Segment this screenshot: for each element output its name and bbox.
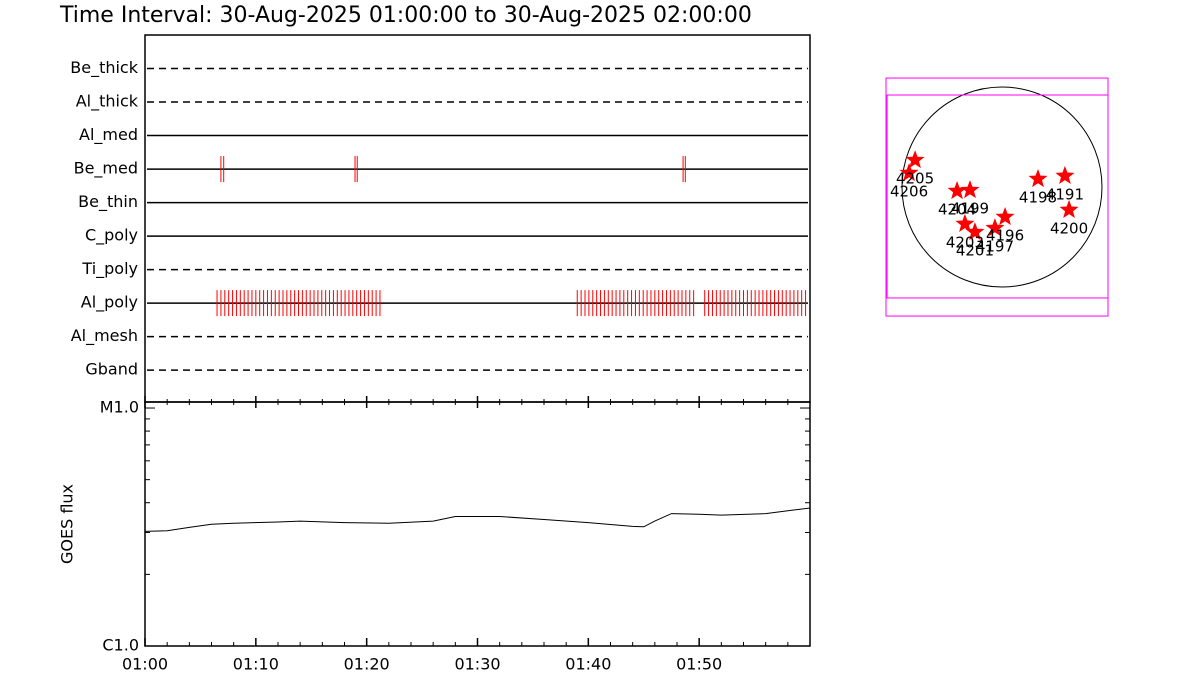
ar-label: 4198 [1019, 189, 1057, 207]
active-region [1028, 169, 1048, 188]
active-region [905, 150, 925, 169]
x-tick-label: 01:50 [676, 655, 722, 674]
panel-frame [144, 34, 811, 403]
x-tick-label: 01:00 [122, 655, 168, 674]
active-region [985, 218, 1005, 237]
x-tick-label: 01:30 [454, 655, 500, 674]
row-label: Be_thick [70, 58, 138, 78]
active-region [1059, 199, 1079, 218]
active-region [960, 180, 980, 199]
panel-frame [144, 401, 811, 647]
title: Time Interval: 30-Aug-2025 01:00:00 to 3… [59, 3, 752, 28]
y-tick-label: C1.0 [102, 636, 139, 655]
active-region [1055, 165, 1075, 184]
fov-box [886, 94, 1109, 299]
y-tick-label: M1.0 [100, 398, 139, 417]
ar-label: 4199 [951, 200, 989, 218]
row-label: Al_med [79, 125, 138, 145]
ar-label: 4206 [890, 183, 928, 201]
active-region [995, 207, 1015, 226]
ar-label: 4203 [946, 233, 984, 251]
ar-label: 4200 [1050, 219, 1088, 237]
x-tick-label: 01:10 [233, 655, 279, 674]
ar-label: 4204 [938, 201, 976, 219]
y-axis-label: GOES flux [58, 484, 77, 564]
goes-curve [144, 507, 811, 532]
x-tick-label: 01:20 [344, 655, 390, 674]
active-region [955, 213, 975, 232]
active-region [965, 222, 985, 241]
x-tick-label: 01:40 [565, 655, 611, 674]
ar-label: 4196 [986, 227, 1024, 245]
solar-limb [901, 86, 1103, 288]
row-label: Be_med [74, 159, 138, 179]
row-label: Be_thin [78, 192, 138, 212]
ar-label: 4201 [956, 242, 994, 260]
row-label: C_poly [85, 226, 138, 246]
active-region [899, 163, 919, 182]
row-label: Al_thick [76, 92, 139, 112]
row-label: Gband [85, 360, 138, 379]
row-label: Al_mesh [71, 326, 138, 346]
ar-label: 4191 [1046, 185, 1084, 203]
ar-label: 4205 [896, 170, 934, 188]
row-label: Ti_poly [81, 259, 138, 279]
active-region [947, 181, 967, 200]
row-label: Al_poly [81, 293, 138, 313]
ar-label: 4197 [976, 238, 1014, 256]
